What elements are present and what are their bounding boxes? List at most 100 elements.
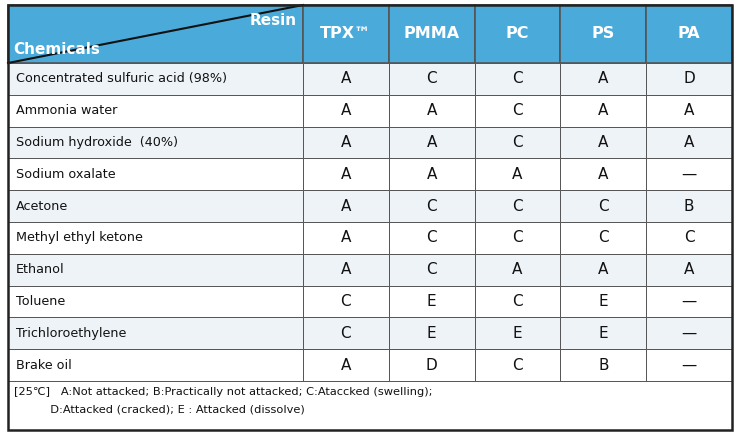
Text: C: C <box>426 230 437 246</box>
Bar <box>560 317 646 349</box>
Text: C: C <box>340 326 352 341</box>
Bar <box>560 254 646 286</box>
Bar <box>8 63 303 95</box>
Bar <box>646 158 732 190</box>
Text: —: — <box>682 326 697 341</box>
Text: A: A <box>512 167 522 182</box>
Bar <box>560 5 646 63</box>
Bar <box>474 126 560 158</box>
Text: A: A <box>340 230 351 246</box>
Text: A: A <box>340 358 351 373</box>
Bar <box>303 95 388 126</box>
Bar <box>388 349 474 381</box>
Text: Trichloroethylene: Trichloroethylene <box>16 327 127 340</box>
Bar <box>303 222 388 254</box>
Bar <box>474 190 560 222</box>
Bar <box>560 286 646 317</box>
Bar <box>303 254 388 286</box>
Text: A: A <box>598 135 608 150</box>
Text: A: A <box>340 262 351 277</box>
Text: A: A <box>684 135 694 150</box>
Text: C: C <box>684 230 694 246</box>
Bar <box>646 95 732 126</box>
Bar <box>8 349 303 381</box>
Bar <box>388 5 474 63</box>
Bar <box>474 63 560 95</box>
Text: A: A <box>340 135 351 150</box>
Text: Brake oil: Brake oil <box>16 359 72 372</box>
Bar <box>646 126 732 158</box>
Bar <box>560 95 646 126</box>
Text: A: A <box>426 167 437 182</box>
Text: A: A <box>340 167 351 182</box>
Bar <box>560 222 646 254</box>
Bar <box>646 317 732 349</box>
Bar <box>474 317 560 349</box>
Text: PS: PS <box>592 26 615 42</box>
Text: C: C <box>426 199 437 213</box>
Text: A: A <box>512 262 522 277</box>
Text: Acetone: Acetone <box>16 200 68 213</box>
Text: C: C <box>512 199 523 213</box>
Text: PC: PC <box>505 26 529 42</box>
Bar <box>560 349 646 381</box>
Bar <box>303 126 388 158</box>
Text: A: A <box>684 103 694 118</box>
Text: —: — <box>682 167 697 182</box>
Text: C: C <box>512 103 523 118</box>
Bar <box>388 254 474 286</box>
Text: A: A <box>598 167 608 182</box>
Bar <box>303 158 388 190</box>
Text: A: A <box>598 103 608 118</box>
Text: TPX™: TPX™ <box>320 26 371 42</box>
Bar <box>646 5 732 63</box>
Bar <box>560 126 646 158</box>
Bar <box>388 190 474 222</box>
Text: C: C <box>512 294 523 309</box>
Text: E: E <box>599 326 608 341</box>
Text: [25℃]   A:Not attacked; B:Practically not attacked; C:Ataccked (swelling);: [25℃] A:Not attacked; B:Practically not … <box>14 387 432 397</box>
Text: C: C <box>426 71 437 87</box>
Bar <box>646 349 732 381</box>
Bar <box>8 158 303 190</box>
Bar <box>474 158 560 190</box>
Bar <box>303 5 388 63</box>
Text: Ammonia water: Ammonia water <box>16 104 118 117</box>
Bar <box>8 254 303 286</box>
Text: A: A <box>598 262 608 277</box>
Text: A: A <box>340 199 351 213</box>
Bar <box>8 317 303 349</box>
Text: E: E <box>427 326 437 341</box>
Bar <box>303 190 388 222</box>
Text: A: A <box>426 135 437 150</box>
Bar <box>474 5 560 63</box>
Text: PA: PA <box>678 26 701 42</box>
Text: C: C <box>426 262 437 277</box>
Bar <box>388 95 474 126</box>
Text: A: A <box>340 103 351 118</box>
Bar <box>388 63 474 95</box>
Text: —: — <box>682 294 697 309</box>
Text: E: E <box>599 294 608 309</box>
Bar <box>8 95 303 126</box>
Bar <box>560 63 646 95</box>
Bar <box>8 5 303 63</box>
Bar <box>560 158 646 190</box>
Text: Resin: Resin <box>250 13 297 28</box>
Text: A: A <box>598 71 608 87</box>
Text: Ethanol: Ethanol <box>16 263 64 276</box>
Bar <box>303 286 388 317</box>
Bar <box>8 126 303 158</box>
Bar <box>646 63 732 95</box>
Text: Chemicals: Chemicals <box>13 42 100 57</box>
Bar <box>646 190 732 222</box>
Text: PMMA: PMMA <box>403 26 460 42</box>
Bar <box>8 286 303 317</box>
Text: C: C <box>512 358 523 373</box>
Bar <box>560 190 646 222</box>
Text: B: B <box>684 199 694 213</box>
Bar <box>474 349 560 381</box>
Bar <box>388 158 474 190</box>
Bar <box>646 222 732 254</box>
Bar <box>646 254 732 286</box>
